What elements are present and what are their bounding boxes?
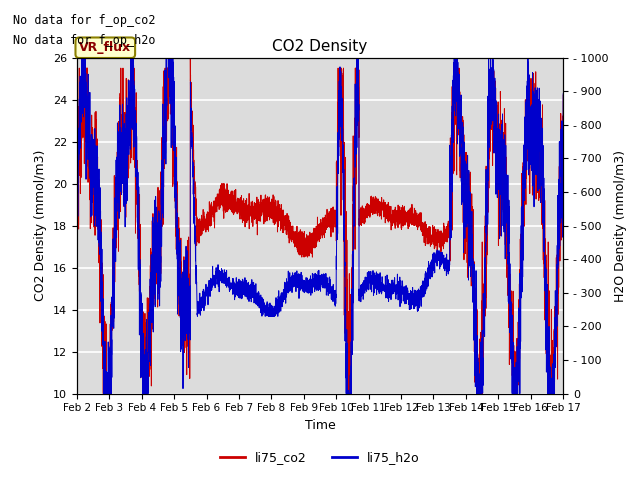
Text: No data for f_op_h2o: No data for f_op_h2o <box>13 34 156 47</box>
Y-axis label: H2O Density (mmol/m3): H2O Density (mmol/m3) <box>614 150 627 301</box>
Text: VR_flux: VR_flux <box>79 41 131 54</box>
Title: CO2 Density: CO2 Density <box>273 39 367 54</box>
Y-axis label: CO2 Density (mmol/m3): CO2 Density (mmol/m3) <box>35 150 47 301</box>
Text: No data for f_op_co2: No data for f_op_co2 <box>13 14 156 27</box>
X-axis label: Time: Time <box>305 419 335 432</box>
Legend: li75_co2, li75_h2o: li75_co2, li75_h2o <box>215 446 425 469</box>
